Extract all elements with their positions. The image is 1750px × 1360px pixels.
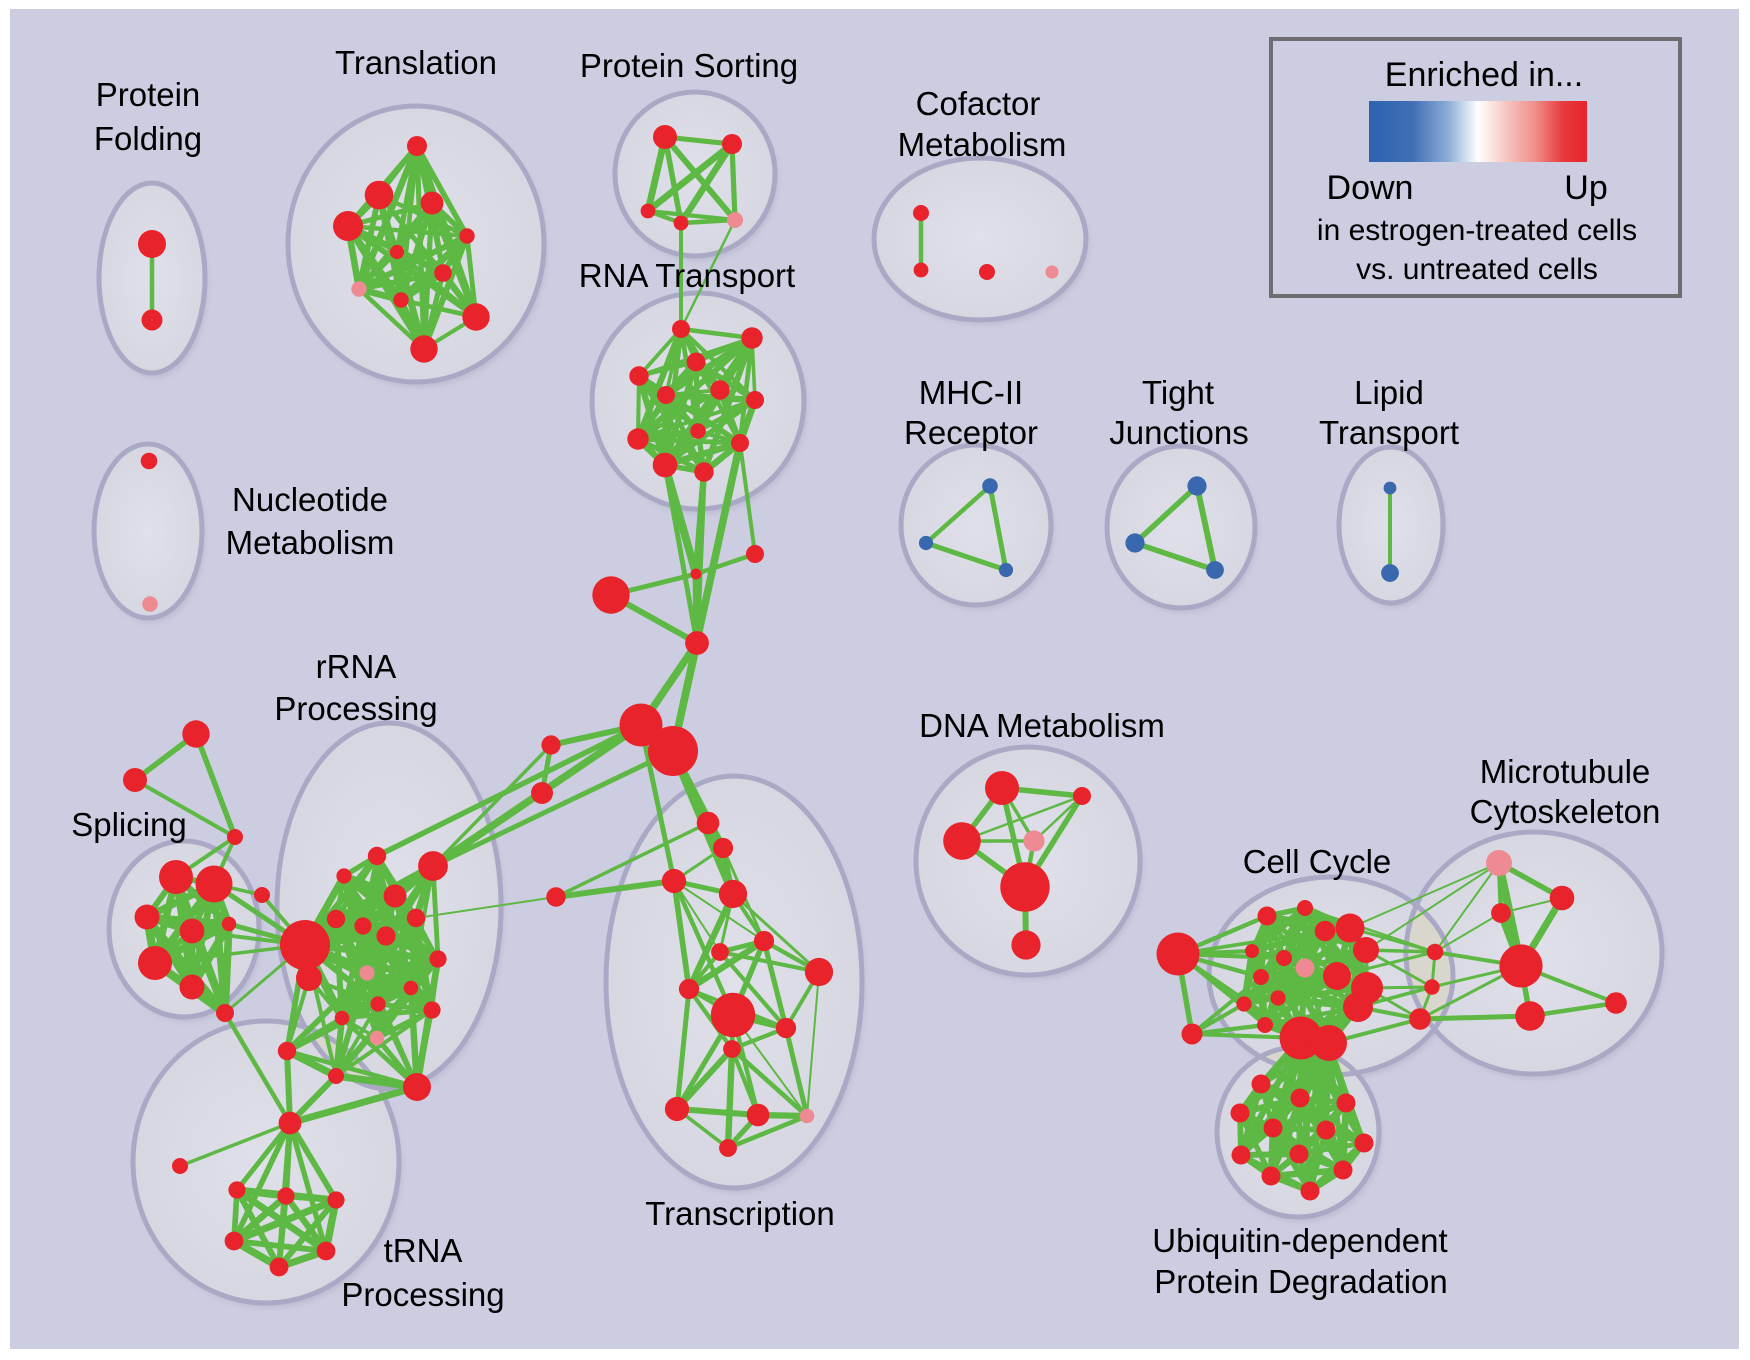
svg-text:Cofactor: Cofactor [916,85,1041,122]
svg-text:Nucleotide: Nucleotide [232,481,388,518]
svg-text:vs. untreated cells: vs. untreated cells [1356,253,1598,286]
svg-text:Receptor: Receptor [904,414,1038,451]
svg-text:Junctions: Junctions [1109,414,1248,451]
svg-text:Microtubule: Microtubule [1480,753,1651,790]
svg-text:Metabolism: Metabolism [226,524,395,561]
svg-text:Translation: Translation [335,44,497,81]
svg-text:Metabolism: Metabolism [898,126,1067,163]
svg-text:Transport: Transport [1319,414,1459,451]
svg-text:in estrogen-treated cells: in estrogen-treated cells [1317,214,1637,247]
svg-text:tRNA: tRNA [384,1232,463,1269]
svg-text:Folding: Folding [94,120,202,157]
svg-text:rRNA: rRNA [316,648,397,685]
svg-text:MHC-II: MHC-II [919,374,1023,411]
svg-text:Splicing: Splicing [71,806,187,843]
svg-text:RNA Transport: RNA Transport [579,257,795,294]
svg-text:Cell Cycle: Cell Cycle [1243,843,1392,880]
svg-text:Protein Degradation: Protein Degradation [1154,1263,1448,1300]
svg-text:Cytoskeleton: Cytoskeleton [1470,793,1661,830]
svg-text:DNA Metabolism: DNA Metabolism [919,707,1165,744]
svg-text:Ubiquitin-dependent: Ubiquitin-dependent [1152,1222,1447,1259]
svg-text:Processing: Processing [341,1276,504,1313]
svg-text:Protein Sorting: Protein Sorting [580,47,798,84]
svg-text:Enriched in...: Enriched in... [1385,56,1583,94]
svg-text:Protein: Protein [96,76,201,113]
svg-text:Processing: Processing [274,690,437,727]
svg-text:Down: Down [1327,169,1414,207]
svg-text:Tight: Tight [1142,374,1214,411]
svg-text:Up: Up [1564,169,1607,207]
svg-text:Transcription: Transcription [645,1195,835,1232]
svg-text:Lipid: Lipid [1354,374,1424,411]
